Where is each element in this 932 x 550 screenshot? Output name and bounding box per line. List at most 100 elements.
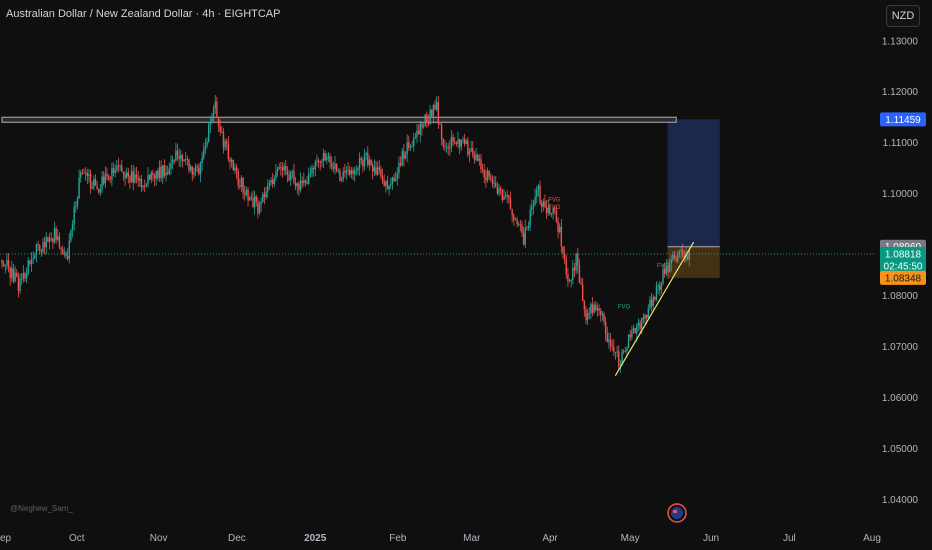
- candle-body: [30, 259, 33, 265]
- candle-body: [71, 224, 74, 230]
- candle-body: [409, 146, 412, 148]
- candle-body: [148, 175, 151, 180]
- candle-body: [645, 314, 648, 318]
- candle-body: [603, 314, 605, 322]
- candle-body: [449, 147, 451, 149]
- candle-body: [604, 321, 607, 334]
- candle-body: [624, 350, 627, 352]
- candle: [9, 266, 11, 286]
- candle-body: [278, 167, 280, 169]
- candle-body: [378, 167, 380, 170]
- candle-body: [450, 137, 453, 148]
- candle: [245, 186, 248, 197]
- candle: [627, 333, 630, 349]
- candle: [522, 226, 525, 246]
- candle: [342, 167, 344, 182]
- candle: [178, 148, 180, 167]
- candle: [601, 310, 604, 321]
- candle-body: [358, 158, 361, 168]
- candle: [526, 226, 528, 231]
- candle: [472, 141, 474, 158]
- candle-body: [14, 272, 16, 282]
- candle-body: [84, 173, 87, 174]
- candle: [255, 194, 257, 207]
- candle: [655, 281, 658, 302]
- candle-body: [244, 192, 246, 195]
- candle-body: [219, 125, 221, 132]
- candle-body: [440, 124, 443, 140]
- candle-body: [342, 171, 344, 180]
- candle: [411, 140, 413, 148]
- candle-body: [234, 167, 236, 171]
- candle-body: [103, 176, 105, 184]
- candle: [55, 225, 57, 244]
- candle: [629, 329, 631, 342]
- candle: [52, 237, 54, 249]
- candle: [393, 173, 395, 182]
- candle: [2, 260, 5, 267]
- candle-body: [524, 227, 526, 245]
- candle-body: [173, 159, 175, 161]
- candle: [618, 345, 620, 369]
- candle-body: [253, 196, 256, 208]
- candle: [75, 201, 77, 213]
- candle-body: [296, 183, 298, 187]
- candle-body: [129, 175, 131, 182]
- candle: [349, 165, 351, 177]
- candle: [286, 166, 289, 183]
- candle: [301, 176, 303, 189]
- candle-body: [514, 219, 517, 221]
- candle: [565, 254, 567, 279]
- candle: [299, 172, 302, 193]
- candle-body: [158, 166, 161, 179]
- candle-body: [211, 118, 213, 123]
- candle: [145, 182, 148, 188]
- candle: [452, 133, 454, 146]
- candle: [152, 169, 154, 182]
- candle: [514, 217, 517, 221]
- candle: [554, 205, 556, 215]
- candle-body: [557, 221, 559, 232]
- candle: [194, 163, 197, 177]
- candle: [657, 282, 659, 294]
- candle: [516, 216, 518, 228]
- candle: [672, 251, 674, 262]
- candle-body: [606, 333, 608, 342]
- candle-body: [1, 259, 3, 264]
- candle: [58, 232, 61, 250]
- candle-body: [659, 285, 661, 290]
- candle: [509, 191, 512, 210]
- candle: [171, 155, 174, 170]
- candle-body: [288, 175, 290, 181]
- candle: [588, 307, 590, 320]
- candle-body: [562, 246, 564, 254]
- candle: [53, 221, 56, 244]
- price-badge-value: 1.08818: [885, 249, 922, 260]
- candle-body: [688, 249, 690, 260]
- candle: [585, 305, 587, 324]
- candle: [144, 179, 146, 193]
- y-tick-label: 1.04000: [882, 495, 919, 506]
- currency-button[interactable]: NZD: [886, 5, 920, 27]
- candle-body: [527, 225, 530, 229]
- candle-body: [460, 139, 462, 148]
- candle: [518, 221, 520, 227]
- candle: [570, 278, 572, 288]
- candle-body: [124, 173, 126, 178]
- candle-body: [196, 166, 198, 168]
- candle: [575, 252, 577, 275]
- resistance-band: [1, 116, 677, 123]
- candle: [404, 151, 407, 160]
- candle: [540, 199, 543, 213]
- candle-body: [160, 166, 162, 179]
- candle-body: [153, 175, 156, 179]
- x-tick-label: Mar: [463, 533, 481, 544]
- candle: [280, 161, 282, 176]
- target-zone: [667, 119, 720, 247]
- candle-body: [117, 165, 120, 167]
- candle-body: [78, 177, 80, 199]
- candle-body: [372, 164, 374, 172]
- candle-body: [462, 139, 464, 140]
